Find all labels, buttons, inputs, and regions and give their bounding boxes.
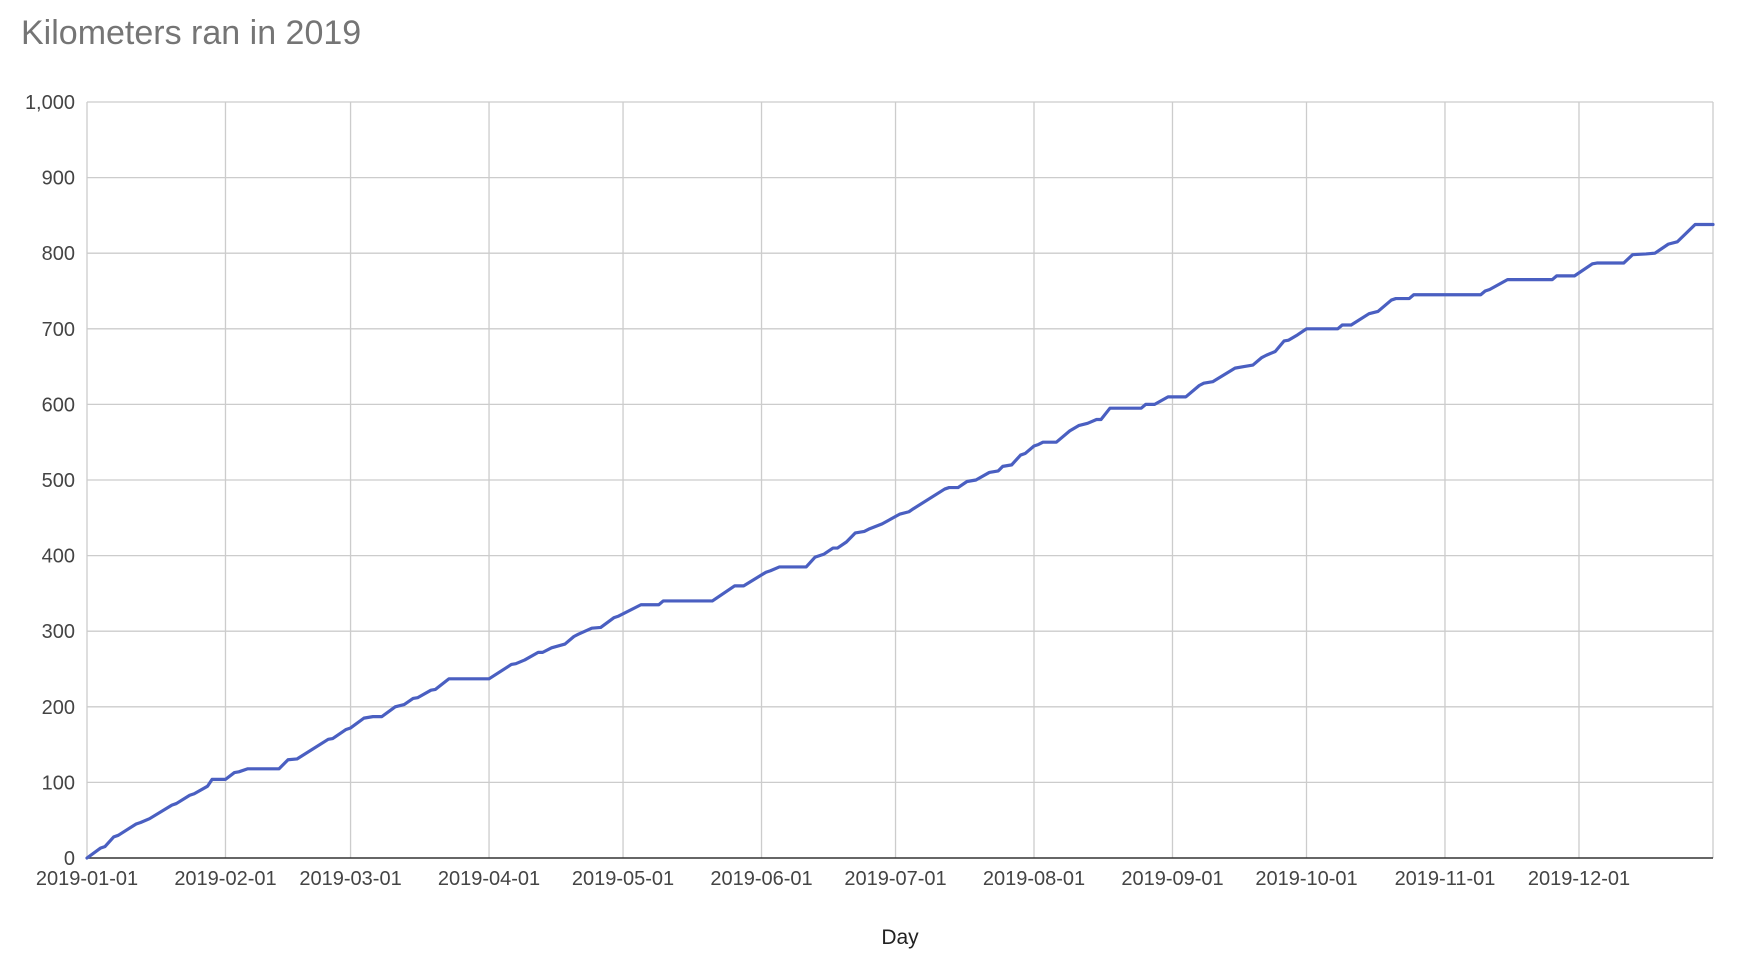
x-tick-label: 2019-04-01 xyxy=(438,868,540,890)
x-tick-label: 2019-11-01 xyxy=(1395,868,1496,890)
y-tick-label: 1,000 xyxy=(25,92,75,114)
x-tick-label: 2019-09-01 xyxy=(1121,868,1223,890)
y-tick-label: 900 xyxy=(42,168,75,190)
y-tick-label: 300 xyxy=(42,621,75,643)
y-tick-label: 100 xyxy=(42,772,75,794)
x-tick-label: 2019-06-01 xyxy=(710,868,812,890)
x-tick-label: 2019-07-01 xyxy=(844,868,946,890)
x-tick-label: 2019-01-01 xyxy=(36,868,138,890)
x-tick-labels: 2019-01-01 2019-02-01 2019-03-01 2019-04-01… xyxy=(36,868,1630,890)
y-tick-label: 800 xyxy=(42,243,75,265)
y-tick-label: 0 xyxy=(64,848,75,870)
x-tick-label: 2019-02-01 xyxy=(174,868,276,890)
x-tick-label: 2019-10-01 xyxy=(1255,868,1357,890)
x-tick-label: 2019-05-01 xyxy=(572,868,674,890)
y-tick-label: 400 xyxy=(42,546,75,568)
x-tick-label: 2019-12-01 xyxy=(1528,868,1630,890)
series-line-0 xyxy=(85,222,1715,860)
gridlines xyxy=(87,101,1714,858)
axes xyxy=(86,102,1713,859)
y-tick-label: 600 xyxy=(42,394,75,416)
series-layer xyxy=(85,222,1715,860)
y-tick-label: 500 xyxy=(42,470,75,492)
x-tick-label: 2019-08-01 xyxy=(983,868,1085,890)
chart-title: Kilometers ran in 2019 xyxy=(21,14,362,52)
y-tick-label: 700 xyxy=(42,319,75,341)
y-tick-labels: 0 100 200 300 400 500 600 700 800 900 1,000 xyxy=(25,92,75,870)
y-tick-label: 200 xyxy=(42,697,75,719)
x-tick-label: 2019-03-01 xyxy=(299,868,401,890)
x-axis-label: Day xyxy=(881,926,919,949)
